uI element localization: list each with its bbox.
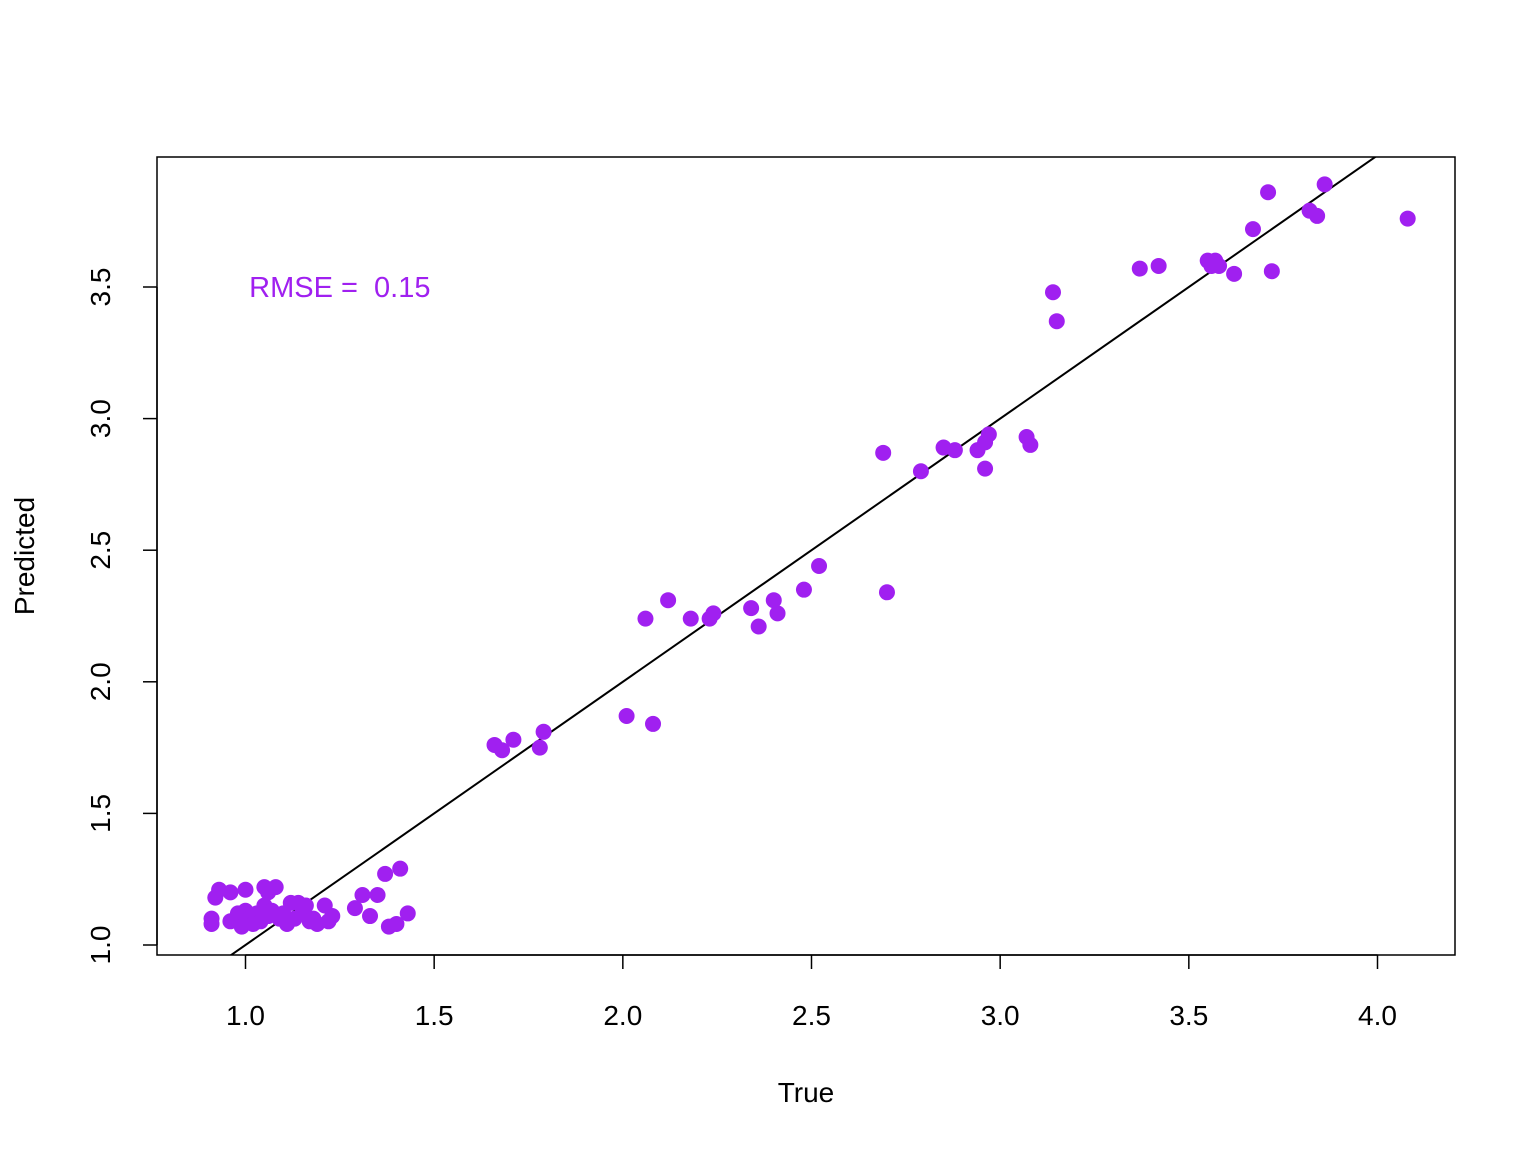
x-tick-label: 3.5 <box>1169 1000 1208 1031</box>
x-tick-label: 4.0 <box>1358 1000 1397 1031</box>
rmse-annotation: RMSE = 0.15 <box>249 272 430 304</box>
data-point <box>505 731 522 748</box>
y-tick-label: 2.5 <box>85 531 116 570</box>
data-point <box>1131 260 1148 277</box>
data-point <box>354 886 371 903</box>
x-axis-label: True <box>778 1077 835 1108</box>
data-point <box>297 897 314 914</box>
data-point <box>1263 263 1280 280</box>
data-point <box>765 592 782 609</box>
data-point <box>618 708 635 725</box>
data-point <box>535 723 552 740</box>
data-point <box>1211 257 1228 274</box>
y-tick-label: 1.5 <box>85 794 116 833</box>
data-point <box>237 881 254 898</box>
data-point <box>346 900 363 917</box>
x-tick-label: 3.0 <box>981 1000 1020 1031</box>
x-axis: 1.0 1.5 2.0 2.5 3.0 3.5 4.0 <box>226 954 1397 1031</box>
data-point <box>1316 176 1333 193</box>
data-point <box>878 584 895 601</box>
data-point <box>392 860 409 877</box>
data-point <box>267 879 284 896</box>
y-axis: 1.0 1.5 2.0 2.5 3.0 3.5 <box>85 268 158 965</box>
identity-line <box>229 157 1377 955</box>
y-tick-label: 1.0 <box>85 926 116 965</box>
data-point <box>769 605 786 622</box>
data-point <box>1226 265 1243 282</box>
data-point <box>682 610 699 627</box>
data-point <box>369 886 386 903</box>
data-point <box>743 600 760 617</box>
data-point <box>1044 284 1061 301</box>
data-point <box>377 865 394 882</box>
data-point <box>660 592 677 609</box>
data-point <box>362 908 379 925</box>
y-tick-label: 2.0 <box>85 662 116 701</box>
data-point <box>388 915 405 932</box>
data-point <box>750 618 767 635</box>
data-point <box>795 581 812 598</box>
data-point <box>912 463 929 480</box>
data-point <box>1048 313 1065 330</box>
x-tick-label: 1.5 <box>415 1000 454 1031</box>
data-point <box>1399 210 1416 227</box>
data-point <box>1022 436 1039 453</box>
x-tick-label: 1.0 <box>226 1000 265 1031</box>
x-tick-label: 2.0 <box>603 1000 642 1031</box>
data-point <box>980 426 997 443</box>
data-point <box>946 442 963 459</box>
data-point <box>1309 207 1326 224</box>
data-point <box>222 884 239 901</box>
data-point <box>494 742 511 759</box>
data-point <box>637 610 654 627</box>
x-tick-label: 2.5 <box>792 1000 831 1031</box>
data-point <box>705 605 722 622</box>
data-point <box>645 715 662 732</box>
data-point <box>399 905 416 922</box>
data-point <box>1150 257 1167 274</box>
data-point <box>203 915 220 932</box>
y-axis-label: Predicted <box>9 497 40 615</box>
y-tick-label: 3.5 <box>85 268 116 307</box>
data-point <box>324 908 341 925</box>
data-point <box>977 460 994 477</box>
data-point <box>531 739 548 756</box>
data-point <box>811 557 828 574</box>
data-point <box>1260 184 1277 201</box>
data-point <box>875 444 892 461</box>
data-point <box>1244 221 1261 238</box>
y-tick-label: 3.0 <box>85 399 116 438</box>
